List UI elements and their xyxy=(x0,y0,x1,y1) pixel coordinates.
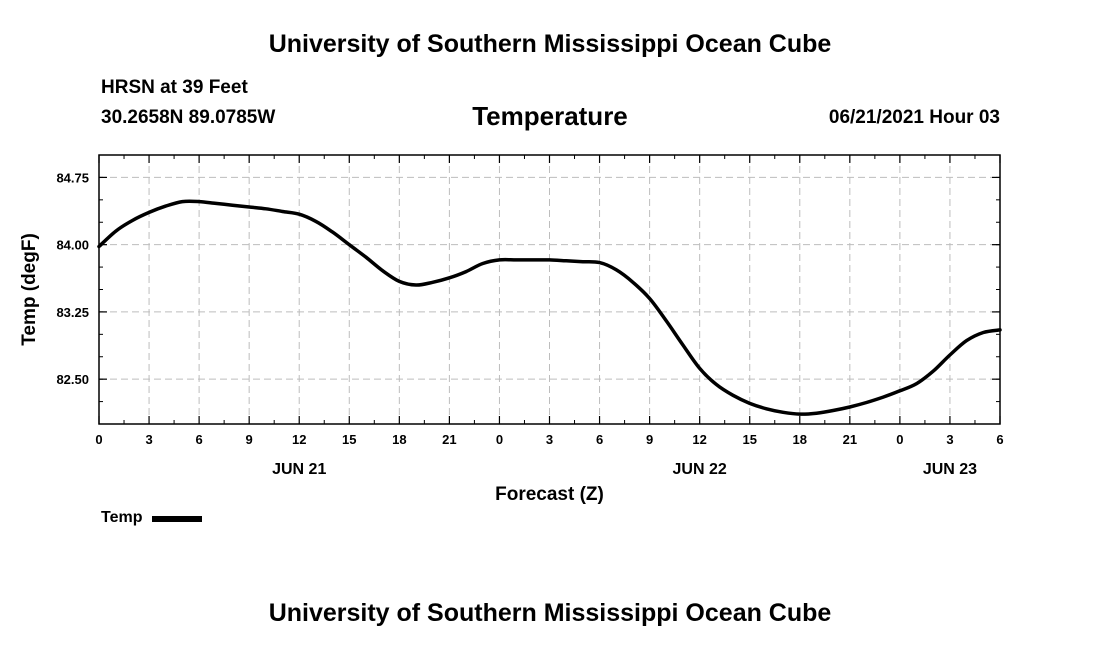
station-label: HRSN at 39 Feet xyxy=(101,77,248,98)
x-tick-label: 18 xyxy=(392,432,406,447)
bottom-title: University of Southern Mississippi Ocean… xyxy=(268,599,832,627)
x-tick-label: 0 xyxy=(496,432,503,447)
x-tick-label: 21 xyxy=(442,432,456,447)
x-tick-label: 6 xyxy=(596,432,603,447)
grid-layer xyxy=(99,155,1000,424)
y-tick-label: 83.25 xyxy=(56,305,89,320)
x-tick-label: 12 xyxy=(692,432,706,447)
x-tick-label: 12 xyxy=(292,432,306,447)
x-tick-label: 0 xyxy=(95,432,102,447)
series-layer xyxy=(97,199,1002,416)
legend-label: Temp xyxy=(101,509,143,526)
y-axis-label: Temp (degF) xyxy=(19,233,40,346)
top-title: University of Southern Mississippi Ocean… xyxy=(268,30,832,58)
x-tick-label: 6 xyxy=(195,432,202,447)
x-tick-label: 6 xyxy=(996,432,1003,447)
chart-title: Temperature xyxy=(472,101,628,131)
x-tick-label: 9 xyxy=(246,432,253,447)
x-tick-label: 9 xyxy=(646,432,653,447)
x-tick-label: 18 xyxy=(793,432,807,447)
day-label: JUN 21 xyxy=(272,461,326,478)
x-tick-label: 15 xyxy=(742,432,756,447)
x-tick-label: 21 xyxy=(843,432,857,447)
y-tick-label: 82.50 xyxy=(56,372,89,387)
axes-layer: 0 3 6 9 12 15 18 21 0 3 6 9 12 15 18 21 0 3 6 JUN 21 JUN 22 J… xyxy=(19,155,1004,505)
coordinates-label: 30.2658N 89.0785W xyxy=(101,107,276,128)
day-label: JUN 23 xyxy=(923,461,977,478)
y-tick-label: 84.00 xyxy=(56,238,89,253)
day-label: JUN 22 xyxy=(673,461,727,478)
legend-swatch xyxy=(152,516,203,522)
legend: Temp xyxy=(101,509,203,527)
x-tick-label: 3 xyxy=(145,432,152,447)
datetime-label: 06/21/2021 Hour 03 xyxy=(828,107,1000,128)
x-axis-label: Forecast (Z) xyxy=(495,484,604,505)
series-line-temp xyxy=(97,199,1002,416)
y-tick-label: 84.75 xyxy=(56,170,89,185)
x-tick-label: 15 xyxy=(342,432,356,447)
x-tick-label: 0 xyxy=(896,432,903,447)
x-tick-label: 3 xyxy=(946,432,953,447)
x-tick-label: 3 xyxy=(546,432,553,447)
